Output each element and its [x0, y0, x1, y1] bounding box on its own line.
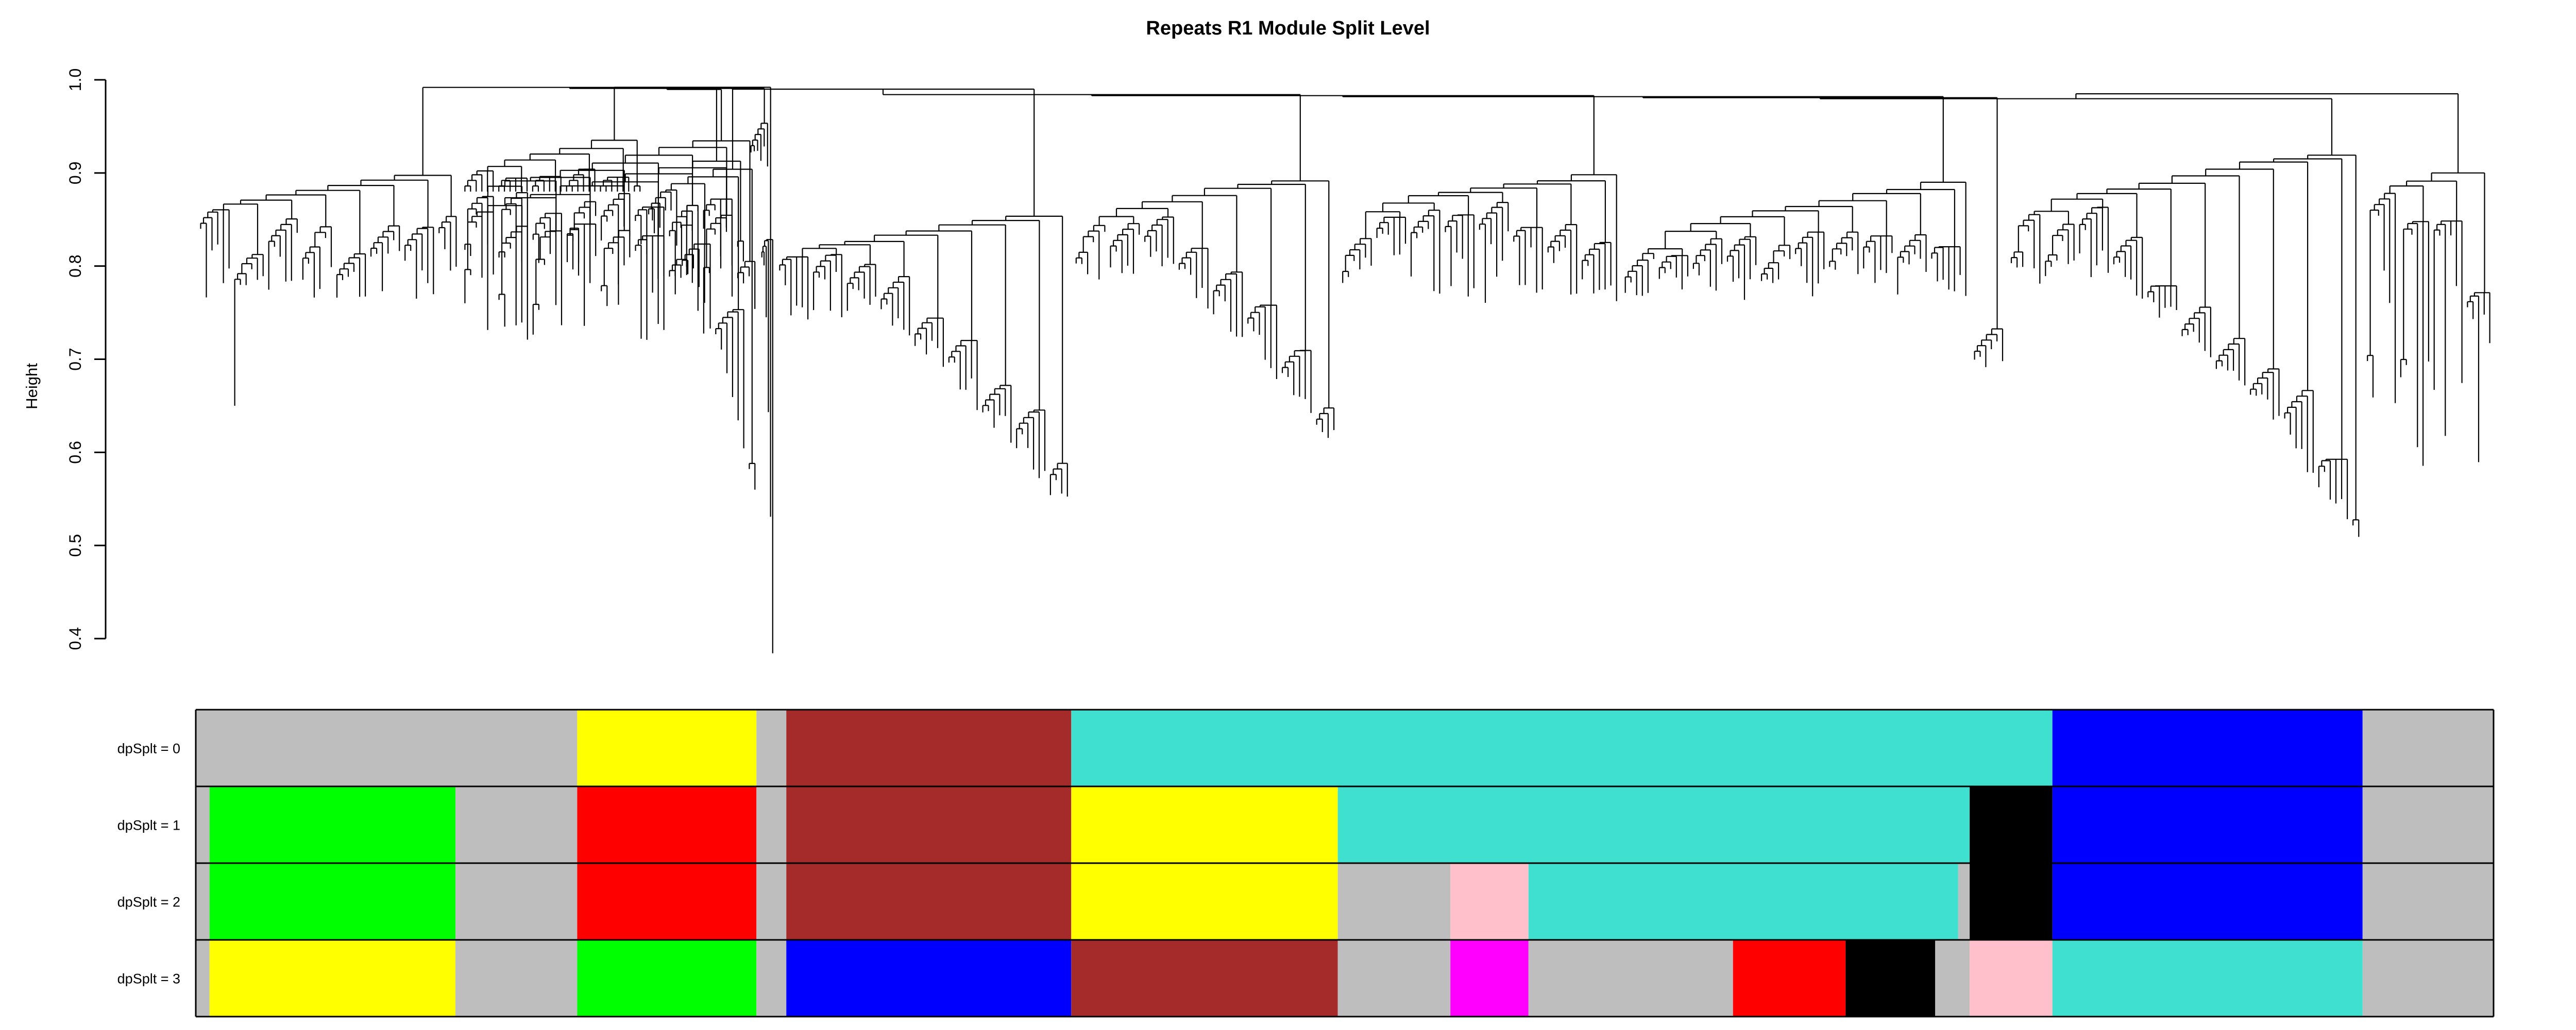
module-color-segment — [455, 786, 578, 863]
y-tick-label: 0.8 — [66, 254, 84, 277]
module-color-segment — [786, 863, 1072, 940]
y-tick-label: 0.9 — [66, 162, 84, 184]
module-color-segment — [1450, 863, 1529, 940]
color-row-label: dpSplt = 3 — [117, 971, 180, 987]
module-color-segment — [196, 786, 210, 863]
module-color-segment — [786, 940, 1072, 1017]
module-color-segment — [756, 710, 787, 786]
color-row-label: dpSplt = 2 — [117, 895, 180, 910]
module-color-segment — [1935, 940, 1970, 1017]
module-color-segment — [455, 863, 578, 940]
module-color-segment — [1958, 863, 1970, 940]
module-color-segment — [1337, 863, 1451, 940]
dendrogram-branches — [200, 87, 2490, 654]
y-axis: 0.4 0.5 0.6 0.7 0.8 0.9 1.0 — [66, 68, 107, 650]
module-color-segment — [786, 786, 1072, 863]
module-color-segment — [2362, 940, 2494, 1017]
dendrogram-tree — [200, 87, 2490, 654]
color-row-label: dpSplt = 1 — [117, 818, 180, 833]
module-color-segment — [2362, 786, 2494, 863]
module-color-segment — [1528, 940, 1733, 1017]
module-color-segment — [1337, 940, 1451, 1017]
module-color-segment — [196, 710, 578, 786]
module-color-segment — [1528, 863, 1958, 940]
color-row-label: dpSplt = 0 — [117, 741, 180, 757]
module-color-rows: dpSplt = 0 dpSplt = 1 dpSplt = 2 dpSplt = 3 — [117, 709, 2495, 1018]
y-tick-label: 0.4 — [66, 627, 84, 650]
module-color-segment — [1071, 863, 1338, 940]
module-color-segment — [2052, 710, 2363, 786]
module-color-segment — [577, 786, 757, 863]
module-color-segment — [786, 710, 1072, 786]
module-color-segment — [1071, 940, 1338, 1017]
y-tick-label: 0.5 — [66, 534, 84, 557]
module-color-segment — [2052, 786, 2363, 863]
module-color-segment — [756, 786, 787, 863]
module-color-segment — [209, 863, 455, 940]
module-color-segment — [1337, 786, 1970, 863]
module-color-segment — [2362, 863, 2494, 940]
module-color-segment — [1845, 940, 1936, 1017]
module-color-segment — [756, 940, 787, 1017]
module-color-segment — [1733, 940, 1846, 1017]
y-tick-label: 0.6 — [66, 441, 84, 464]
module-color-segment — [2052, 863, 2363, 940]
module-color-segment — [1450, 940, 1529, 1017]
module-color-segment — [756, 863, 787, 940]
module-color-segment — [577, 940, 757, 1017]
module-color-segment — [196, 940, 210, 1017]
module-color-segment — [455, 940, 578, 1017]
module-color-segment — [1071, 786, 1338, 863]
module-color-segment — [577, 863, 757, 940]
y-tick-label: 0.7 — [66, 348, 84, 370]
module-color-segment — [209, 786, 455, 863]
module-color-segment — [1970, 786, 2053, 863]
chart-title: Repeats R1 Module Split Level — [1146, 18, 1430, 39]
module-color-segment — [577, 710, 757, 786]
y-tick-label: 1.0 — [66, 68, 84, 91]
module-color-segment — [209, 940, 455, 1017]
module-color-segment — [2362, 710, 2494, 786]
module-color-segment — [2052, 940, 2363, 1017]
module-color-segment — [196, 863, 210, 940]
module-color-segment — [1970, 863, 2053, 940]
module-color-segment — [1071, 710, 2053, 786]
module-color-segment — [1970, 940, 2053, 1017]
